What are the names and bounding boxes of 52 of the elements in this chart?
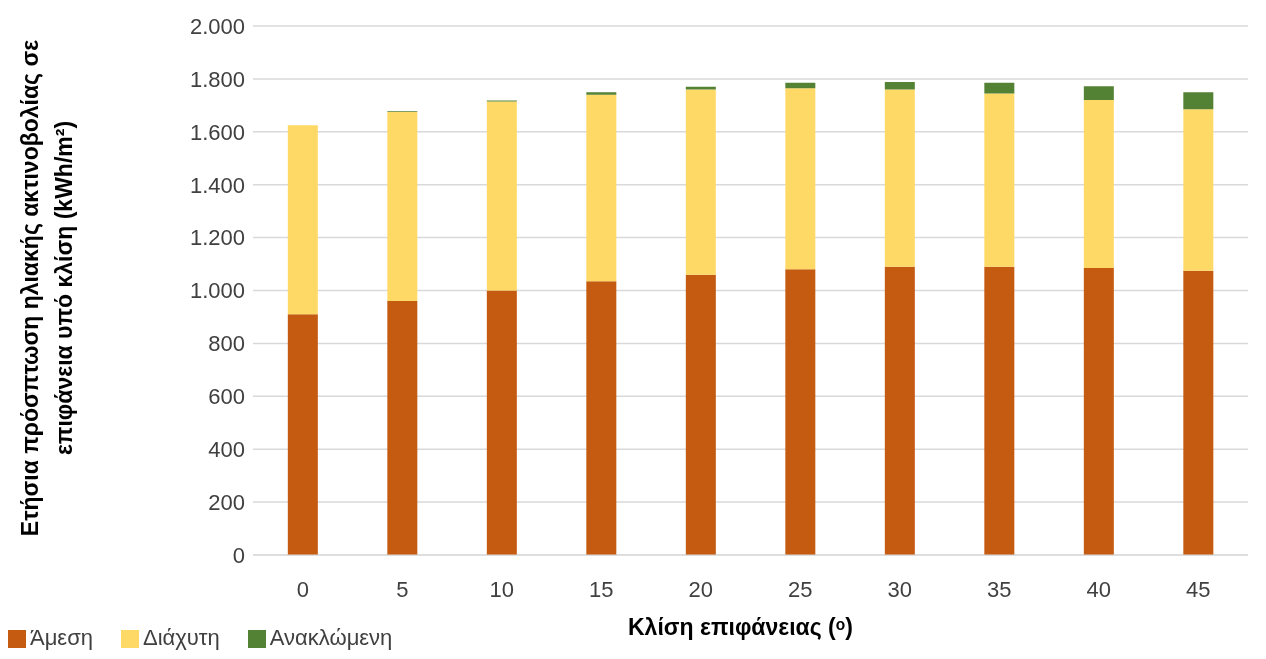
- bar: [486, 101, 517, 291]
- bar: [984, 93, 1015, 267]
- bar: [984, 266, 1015, 555]
- bar: [586, 281, 617, 555]
- bar: [884, 89, 915, 267]
- bar: [586, 92, 617, 95]
- y-tick-label: 2.000: [189, 13, 245, 39]
- x-tick-label: 15: [589, 576, 614, 602]
- legend-label: Ανακλώμενη: [269, 625, 393, 650]
- bar: [1183, 109, 1214, 271]
- y-tick-label: 800: [208, 331, 245, 357]
- bar: [884, 82, 915, 90]
- y-tick-label: 600: [208, 384, 245, 410]
- bar: [685, 89, 716, 275]
- y-tick-label: 400: [208, 437, 245, 463]
- bar: [785, 82, 816, 89]
- x-tick-label: 5: [396, 576, 409, 602]
- x-tick-label: 40: [1086, 576, 1111, 602]
- bar: [884, 266, 915, 555]
- x-tick-label: 45: [1186, 576, 1211, 602]
- y-tick-label: 1.600: [189, 119, 245, 145]
- legend-label: Διάχυτη: [142, 625, 220, 650]
- y-tick-label: 0: [232, 542, 245, 568]
- bar: [685, 274, 716, 555]
- y-tick-label: 200: [208, 489, 245, 515]
- y-tick-label: 1.000: [189, 278, 245, 304]
- legend-label: Άμεση: [30, 625, 93, 650]
- bar: [287, 314, 318, 555]
- bar: [586, 94, 617, 282]
- bar: [984, 82, 1015, 94]
- bar: [1083, 100, 1114, 269]
- bar: [486, 290, 517, 555]
- bar: [1083, 268, 1114, 555]
- bar: [1183, 92, 1214, 110]
- y-axis-title: Ετήσια πρόσπτωση ηλιακής ακτινοβολίας σε επιφάνεια υπό κλίση (kWh/m²): [16, 38, 78, 539]
- x-axis-title: Κλίση επιφάνειας (ᵒ): [628, 614, 853, 641]
- y-tick-label: 1.200: [189, 225, 245, 251]
- bar: [287, 125, 318, 315]
- x-tick-label: 20: [688, 576, 713, 602]
- bar: [785, 88, 816, 270]
- bar: [387, 301, 418, 555]
- x-tick-label: 35: [987, 576, 1012, 602]
- y-tick-label: 1.400: [189, 172, 245, 198]
- bar: [785, 269, 816, 555]
- x-tick-label: 25: [788, 576, 813, 602]
- bar: [1083, 86, 1114, 101]
- x-tick-label: 10: [489, 576, 514, 602]
- x-tick-label: 0: [296, 576, 309, 602]
- bar: [1183, 270, 1214, 555]
- bar: [387, 111, 418, 302]
- x-tick-label: 30: [887, 576, 912, 602]
- y-tick-label: 1.800: [189, 66, 245, 92]
